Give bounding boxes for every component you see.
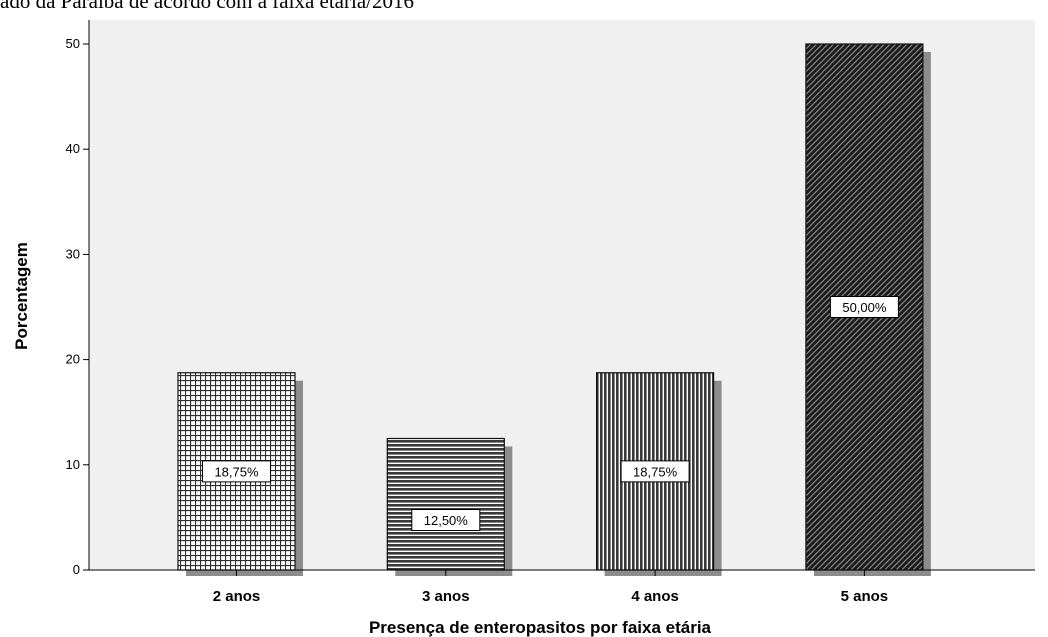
data-label-box <box>829 296 899 318</box>
y-tick-label: 20 <box>66 352 80 367</box>
x-axis-title: Presença de enteropasitos por faixa etár… <box>369 618 712 637</box>
data-label: 50,00% <box>842 300 887 315</box>
y-tick-label: 50 <box>66 36 80 51</box>
y-axis-title: Porcentagem <box>12 242 31 350</box>
data-label-box <box>202 460 271 483</box>
y-tick-label: 40 <box>66 141 80 156</box>
data-label: 18,75% <box>633 464 678 479</box>
data-label: 12,50% <box>424 513 469 528</box>
x-tick-label: 5 anos <box>841 588 889 605</box>
x-tick-label: 3 anos <box>422 588 470 605</box>
x-tick-label: 2 anos <box>213 588 261 605</box>
y-tick-label: 0 <box>73 562 80 577</box>
page-title: ado da Paraíba de acordo com a faixa etá… <box>0 0 414 13</box>
data-label: 18,75% <box>214 464 259 479</box>
data-label-box <box>411 509 481 532</box>
x-tick-label: 4 anos <box>631 588 679 605</box>
bar-3-anos <box>386 437 505 571</box>
y-tick-label: 30 <box>66 246 80 261</box>
y-tick-label: 10 <box>66 457 80 472</box>
data-label-box <box>620 460 690 483</box>
